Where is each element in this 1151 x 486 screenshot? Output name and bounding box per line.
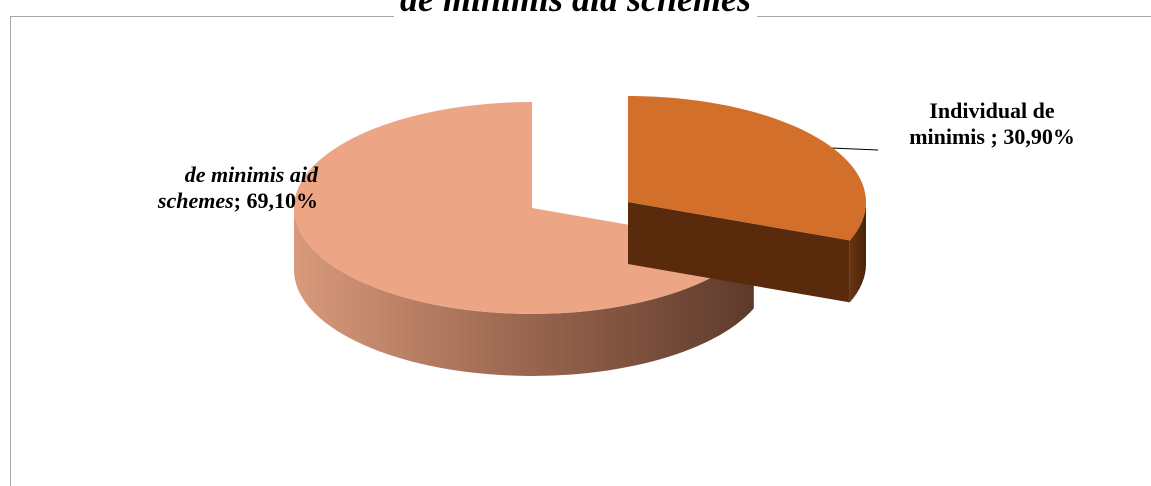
slice-label-individual-value: 30,90% bbox=[1003, 124, 1075, 149]
slice-label-individual-sep: ; bbox=[984, 124, 1004, 149]
slice-label-schemes: de minimis aid schemes; 69,10% bbox=[118, 162, 318, 214]
slice-cut-front-individual-de-minimis bbox=[628, 202, 850, 303]
slice-label-schemes-name-1: de minimis aid bbox=[184, 162, 318, 187]
chart-title: de minimis aid schemes bbox=[0, 0, 1151, 19]
slice-label-schemes-name-2: schemes bbox=[157, 188, 234, 213]
slice-label-schemes-sep: ; bbox=[233, 188, 247, 213]
slice-label-schemes-value: 69,10% bbox=[246, 188, 319, 213]
slice-label-individual-name-2: minimis bbox=[909, 124, 985, 149]
slice-top-individual-de-minimis bbox=[628, 96, 866, 241]
slice-label-individual-name-1: Individual de bbox=[929, 98, 1055, 123]
chart-title-text: de minimis aid schemes bbox=[394, 0, 757, 19]
slice-label-individual: Individual de minimis ; 30,90% bbox=[872, 98, 1112, 150]
slice-side-individual-de-minimis bbox=[849, 202, 866, 303]
slice-side-de-minimis-aid-schemes bbox=[294, 208, 754, 376]
